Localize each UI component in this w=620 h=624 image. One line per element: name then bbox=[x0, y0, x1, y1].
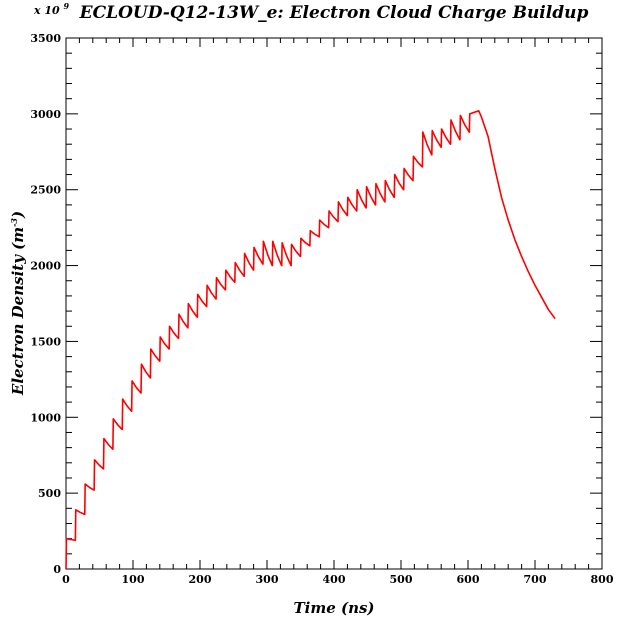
y-tick-label: 0 bbox=[53, 563, 61, 576]
x-tick-label: 700 bbox=[524, 573, 547, 586]
x-tick-label: 0 bbox=[62, 573, 70, 586]
y-multiplier: x 10 9 bbox=[33, 1, 70, 17]
x-tick-label: 400 bbox=[323, 573, 346, 586]
x-axis-title: Time (ns) bbox=[293, 599, 374, 617]
y-multiplier-exponent: 9 bbox=[64, 1, 70, 11]
axis-tick-labels: 0 100 200 300 400 500 600 700 800 0 500 1000 1500 200… bbox=[30, 32, 613, 586]
y-tick-label: 3000 bbox=[30, 108, 61, 121]
y-axis-title: Electron Density (m-3) bbox=[9, 211, 27, 396]
y-tick-label: 2500 bbox=[30, 184, 61, 197]
x-tick-label: 800 bbox=[591, 573, 614, 586]
y-tick-label: 1500 bbox=[30, 335, 61, 348]
plot-frame bbox=[65, 37, 603, 570]
chart-title: ECLOUD-Q12-13W_e: Electron Cloud Charge … bbox=[79, 3, 589, 23]
axis-ticks bbox=[65, 37, 603, 570]
x-tick-label: 100 bbox=[122, 573, 145, 586]
x-tick-label: 600 bbox=[457, 573, 480, 586]
y-tick-label: 1000 bbox=[30, 411, 61, 424]
y-axis-exponent: -3 bbox=[9, 218, 19, 227]
y-tick-label: 2000 bbox=[30, 260, 61, 273]
y-tick-label: 3500 bbox=[30, 32, 61, 45]
series-line bbox=[65, 110, 556, 570]
x-tick-label: 200 bbox=[189, 573, 212, 586]
y-tick-label: 500 bbox=[38, 487, 61, 500]
x-tick-label: 500 bbox=[390, 573, 413, 586]
x-tick-label: 300 bbox=[256, 573, 279, 586]
